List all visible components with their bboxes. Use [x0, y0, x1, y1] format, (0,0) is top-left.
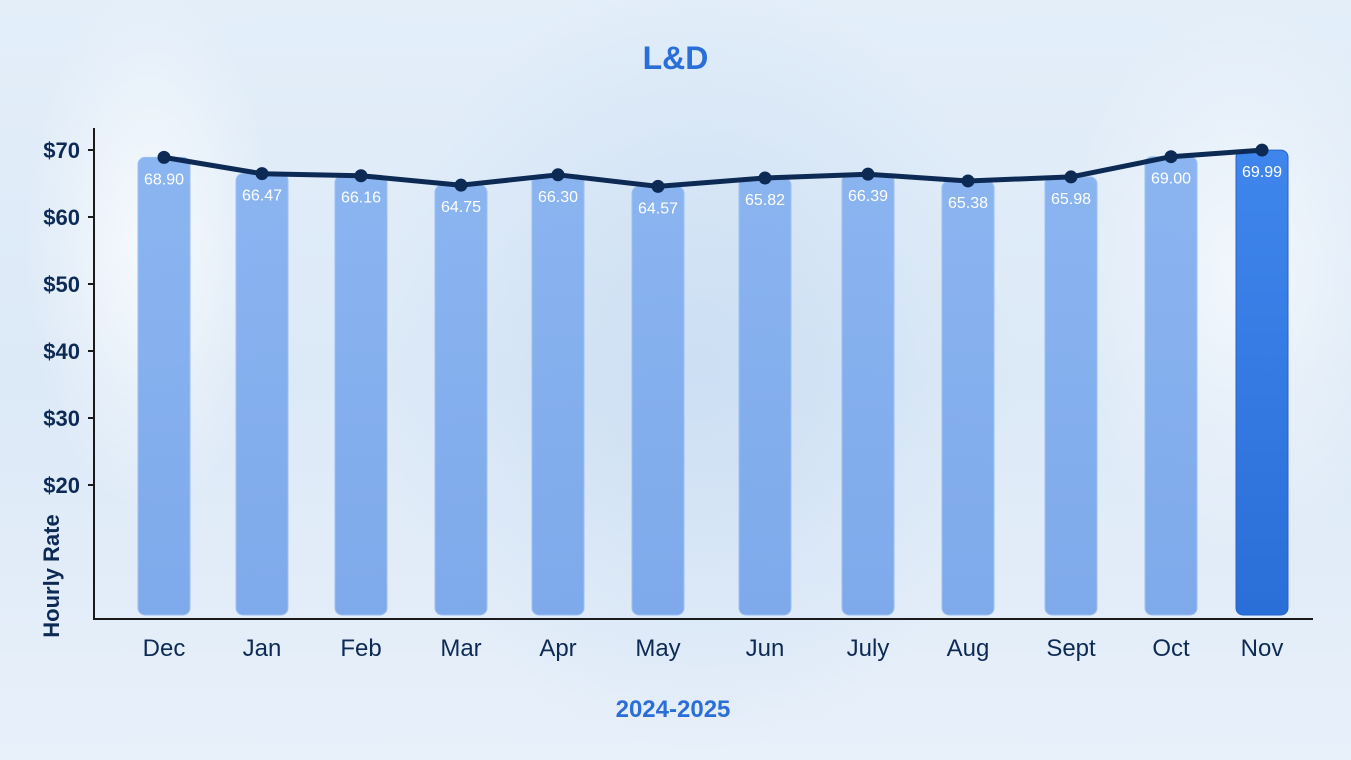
data-label-apr: 66.30	[538, 189, 578, 206]
x-tick-label-jan: Jan	[243, 635, 282, 662]
data-label-aug: 65.38	[948, 195, 988, 212]
bar-jun	[738, 177, 792, 616]
data-label-jan: 66.47	[242, 188, 282, 205]
x-tick-label-sept: Sept	[1046, 635, 1096, 662]
x-tick-label-feb: Feb	[340, 635, 381, 662]
y-tick-label: $20	[43, 473, 80, 498]
line-point-nov	[1255, 143, 1269, 157]
bar-mar	[434, 184, 488, 616]
y-tick-label: $50	[43, 272, 80, 297]
bar-feb	[334, 175, 388, 616]
line-point-aug	[961, 174, 975, 188]
x-tick-label-jun: Jun	[746, 635, 785, 662]
y-tick-label: $30	[43, 406, 80, 431]
bar-july	[841, 173, 895, 616]
bar-aug	[941, 180, 995, 616]
data-label-oct: 69.00	[1151, 171, 1191, 188]
y-tick-label: $70	[43, 138, 80, 163]
x-tick-label-mar: Mar	[440, 635, 481, 662]
line-point-dec	[157, 150, 171, 164]
x-tick-label-dec: Dec	[143, 635, 186, 662]
line-point-apr	[551, 168, 565, 182]
bar-oct	[1144, 156, 1198, 616]
bar-sept	[1044, 176, 1098, 616]
bar-may	[631, 185, 685, 616]
data-label-nov: 69.99	[1242, 164, 1282, 181]
data-label-sept: 65.98	[1051, 191, 1091, 208]
data-label-july: 66.39	[848, 188, 888, 205]
x-axis-title: 2024-2025	[615, 696, 731, 723]
data-label-may: 64.57	[638, 200, 678, 217]
line-point-jun	[758, 171, 772, 185]
line-point-oct	[1164, 150, 1178, 164]
x-tick-label-aug: Aug	[947, 635, 990, 662]
data-label-feb: 66.16	[341, 190, 381, 207]
line-point-may	[651, 179, 665, 193]
trend-line	[161, 147, 1265, 189]
data-label-jun: 65.82	[745, 192, 785, 209]
y-axis-title: Hourly Rate	[39, 514, 64, 638]
line-point-mar	[454, 178, 468, 192]
y-tick-label: $40	[43, 339, 80, 364]
line-point-sept	[1064, 170, 1078, 184]
chart-title: L&D	[642, 40, 709, 76]
bar-dec	[137, 156, 191, 616]
data-label-dec: 68.90	[144, 171, 184, 188]
x-tick-label-apr: Apr	[539, 635, 576, 662]
bar-apr	[531, 174, 585, 616]
x-tick-label-nov: Nov	[1241, 635, 1284, 662]
line-point-july	[861, 167, 875, 181]
data-label-mar: 64.75	[441, 199, 481, 216]
y-tick-label: $60	[43, 205, 80, 230]
x-tick-label-may: May	[635, 635, 680, 662]
line-point-feb	[354, 169, 368, 183]
line-point-jan	[255, 167, 269, 181]
bar-jan	[235, 173, 289, 616]
bar-nov	[1235, 149, 1289, 616]
x-tick-label-oct: Oct	[1152, 635, 1190, 662]
x-tick-label-july: July	[847, 635, 890, 662]
